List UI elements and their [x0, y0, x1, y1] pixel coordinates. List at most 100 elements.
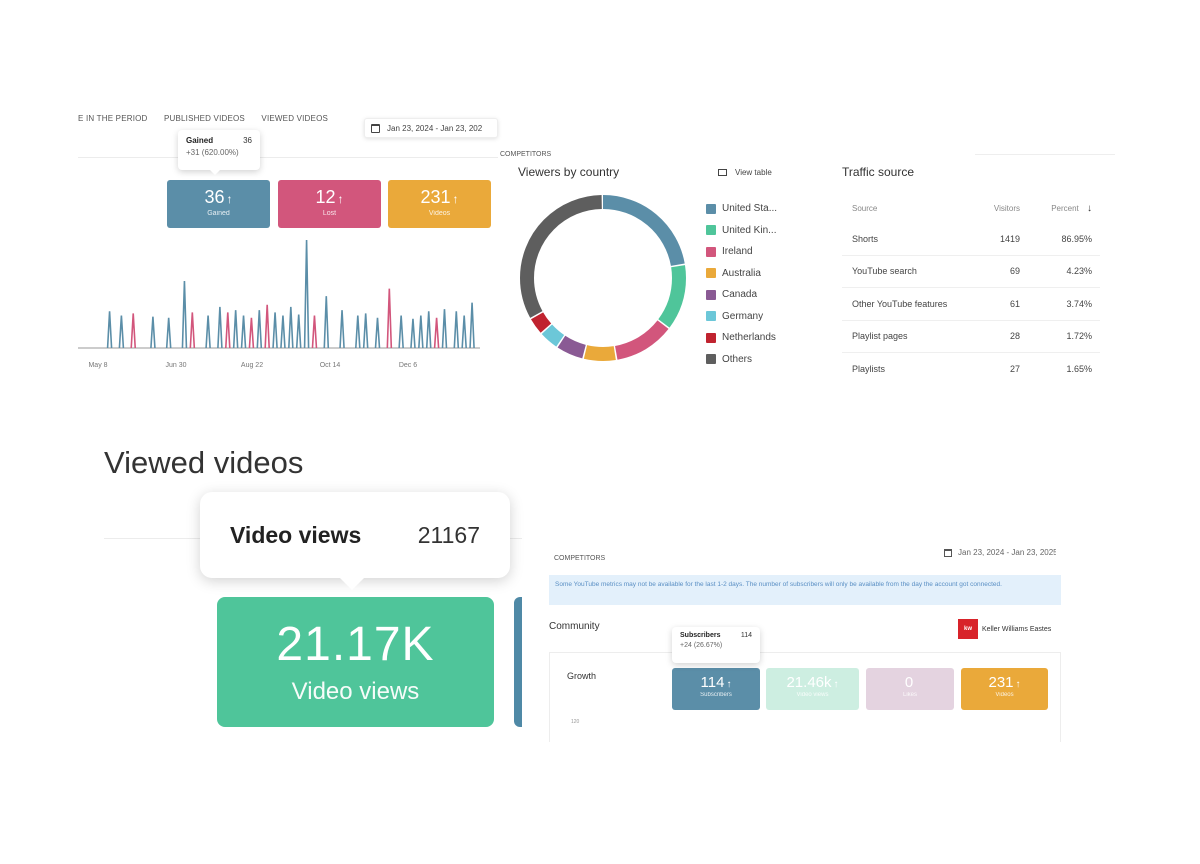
cell-percent: 1.65%: [1066, 364, 1092, 375]
legend-item[interactable]: Netherlands: [706, 327, 777, 349]
competitors-tab[interactable]: COMPETITORS: [500, 151, 552, 158]
stat-card-subscribers[interactable]: 114 ↑ Subscribers: [672, 668, 760, 710]
subscribers-spike-chart[interactable]: May 8 Jun 30 Aug 22 Oct 14 Dec 6: [78, 238, 480, 374]
chart-spike[interactable]: [224, 312, 231, 349]
chart-spike[interactable]: [323, 296, 330, 349]
donut-slice[interactable]: [520, 195, 686, 361]
chart-spike[interactable]: [118, 315, 125, 349]
date-range-picker[interactable]: Jan 23, 2024 - Jan 23, 202: [364, 118, 498, 138]
stat-card-video-views[interactable]: 21.46k ↑ Video views: [766, 668, 859, 710]
chart-spike[interactable]: [217, 306, 223, 349]
legend-item[interactable]: Canada: [706, 284, 777, 306]
chart-spike[interactable]: [425, 311, 432, 349]
stat-value: 36: [204, 187, 225, 207]
table-row[interactable]: Shorts 1419 86.95%: [842, 223, 1100, 256]
tab-viewed-videos[interactable]: VIEWED VIDEOS: [261, 114, 329, 123]
donut-slice[interactable]: [520, 195, 686, 361]
x-axis-tick-label: Aug 22: [241, 362, 263, 369]
legend-item[interactable]: Ireland: [706, 241, 777, 263]
stat-card-videos[interactable]: 231 ↑ Videos: [388, 180, 491, 228]
chart-spike[interactable]: [288, 306, 294, 349]
tab-in-period[interactable]: E IN THE PERIOD: [78, 114, 148, 123]
chart-spike[interactable]: [264, 304, 270, 349]
legend-item[interactable]: United Kin...: [706, 220, 777, 242]
chart-spike[interactable]: [165, 317, 172, 349]
arrow-up-icon: ↑: [1015, 679, 1021, 690]
stat-card-likes[interactable]: 0 Likes: [866, 668, 954, 710]
chart-spike[interactable]: [461, 315, 467, 349]
cell-percent: 3.74%: [1066, 298, 1092, 309]
chart-spike[interactable]: [205, 315, 211, 349]
col-percent[interactable]: Percent ↓: [1026, 203, 1100, 214]
table-row[interactable]: Playlists 27 1.65%: [842, 353, 1100, 386]
next-card-edge[interactable]: [514, 597, 522, 727]
chart-spike[interactable]: [386, 288, 393, 349]
chart-spike[interactable]: [355, 315, 361, 349]
legend-item[interactable]: Germany: [706, 306, 777, 328]
country-donut-chart[interactable]: [515, 190, 691, 366]
table-row[interactable]: YouTube search 69 4.23%: [842, 256, 1100, 288]
chart-spike[interactable]: [106, 311, 113, 349]
legend-swatch: [706, 332, 716, 343]
table-row[interactable]: Other YouTube features 61 3.74%: [842, 288, 1100, 321]
chart-spike[interactable]: [410, 318, 416, 349]
legend-label: Netherlands: [722, 332, 776, 344]
cell-percent: 4.23%: [1066, 266, 1092, 277]
country-legend: United Sta... United Kin... Ireland Austral…: [706, 198, 777, 370]
video-views-value: 21.17K: [276, 618, 435, 671]
account-selector[interactable]: kw Keller Williams Eastes: [958, 619, 1051, 639]
donut-slice[interactable]: [520, 195, 686, 361]
competitors-tab[interactable]: COMPETITORS: [554, 555, 606, 562]
tooltip-label: Subscribers: [680, 632, 721, 639]
chart-spike[interactable]: [272, 312, 278, 349]
stat-card-lost[interactable]: 12 ↑ Lost: [278, 180, 381, 228]
chart-spike[interactable]: [248, 317, 255, 349]
date-range-text: Jan 23, 2024 - Jan 23, 2025: [958, 548, 1056, 557]
chart-spike[interactable]: [303, 239, 310, 349]
chart-spike[interactable]: [469, 302, 475, 349]
stat-card-gained[interactable]: 36 ↑ Gained: [167, 180, 270, 228]
legend-swatch: [706, 354, 716, 365]
date-range-picker[interactable]: Jan 23, 2024 - Jan 23, 2025: [944, 548, 1056, 557]
chart-spike[interactable]: [240, 315, 247, 349]
chart-spike[interactable]: [453, 311, 460, 349]
stat-label: Video views: [796, 692, 829, 698]
chart-spike[interactable]: [280, 315, 286, 349]
legend-item[interactable]: United Sta...: [706, 198, 777, 220]
chart-spike[interactable]: [130, 313, 137, 349]
chart-spike[interactable]: [374, 317, 381, 349]
chart-spike[interactable]: [181, 281, 188, 349]
chart-spike[interactable]: [398, 315, 404, 349]
tab-published-videos[interactable]: PUBLISHED VIDEOS: [163, 114, 245, 123]
viewers-by-country-title: Viewers by country: [518, 165, 620, 179]
chart-spike[interactable]: [339, 310, 345, 349]
stat-card-videos[interactable]: 231 ↑ Videos: [961, 668, 1048, 710]
cell-source: YouTube search: [852, 266, 917, 277]
donut-slice[interactable]: [520, 195, 686, 361]
chart-spike[interactable]: [418, 315, 424, 349]
growth-label: Growth: [567, 671, 597, 681]
col-source[interactable]: Source: [852, 203, 878, 213]
chart-spike[interactable]: [433, 317, 440, 349]
chart-spike[interactable]: [311, 315, 318, 349]
legend-item[interactable]: Others: [706, 349, 777, 371]
legend-swatch: [706, 203, 716, 214]
legend-item[interactable]: Australia: [706, 263, 777, 285]
legend-swatch: [706, 311, 716, 322]
chart-spike[interactable]: [256, 310, 263, 349]
chart-spike[interactable]: [232, 310, 239, 349]
tooltip-value: 36: [243, 136, 252, 145]
chart-spike[interactable]: [295, 314, 302, 349]
x-axis-tick-label: Dec 6: [399, 362, 417, 369]
tooltip-value: 21167: [417, 521, 480, 548]
table-row[interactable]: Playlist pages 28 1.72%: [842, 321, 1100, 353]
video-views-card[interactable]: 21.17K Video views: [217, 597, 494, 727]
chart-spike[interactable]: [189, 312, 196, 349]
col-visitors[interactable]: Visitors: [993, 203, 1020, 213]
chart-spike[interactable]: [441, 309, 448, 349]
legend-swatch: [706, 225, 716, 236]
view-table-button[interactable]: View table: [718, 168, 772, 177]
legend-label: United Kin...: [722, 224, 777, 236]
chart-spike[interactable]: [150, 316, 156, 349]
chart-spike[interactable]: [362, 313, 369, 349]
